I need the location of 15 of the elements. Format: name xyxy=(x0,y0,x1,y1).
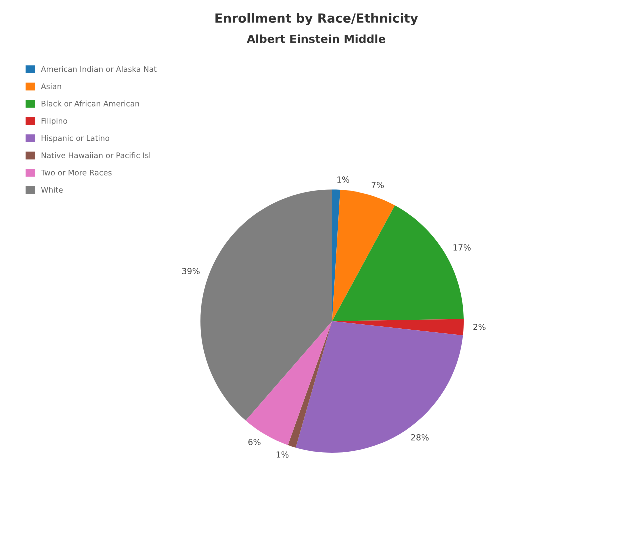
data-label: 1% xyxy=(276,452,289,458)
pie-slice xyxy=(246,321,332,446)
pie-slice xyxy=(332,190,396,322)
data-label: 7% xyxy=(372,182,384,188)
data-label: 17% xyxy=(454,244,471,251)
data-label: 39% xyxy=(182,268,200,274)
data-label: 2% xyxy=(474,324,486,330)
chart-subtitle: Albert Einstein Middle xyxy=(247,34,386,44)
data-label: 28% xyxy=(411,434,429,441)
chart-title: Enrollment by Race/Ethnicity xyxy=(216,13,418,26)
pie-slice xyxy=(288,321,332,448)
data-label: 6% xyxy=(248,439,261,446)
data-label: 1% xyxy=(338,176,350,183)
pie-slice xyxy=(296,321,464,454)
pie-slice xyxy=(200,190,332,421)
